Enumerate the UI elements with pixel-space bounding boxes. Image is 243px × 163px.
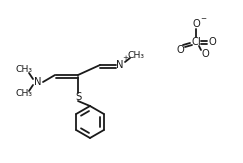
Text: O: O [192,19,200,29]
Text: N: N [116,60,124,70]
Text: O: O [201,49,209,59]
Text: O: O [208,37,216,47]
Text: Cl: Cl [191,37,201,47]
Text: S: S [75,92,81,102]
Text: +: + [122,55,128,61]
Text: CH₃: CH₃ [128,51,145,59]
Text: CH₃: CH₃ [16,66,33,74]
Text: N: N [34,77,42,87]
Text: −: − [200,16,206,22]
Text: O: O [176,45,184,55]
Text: CH₃: CH₃ [16,89,33,98]
